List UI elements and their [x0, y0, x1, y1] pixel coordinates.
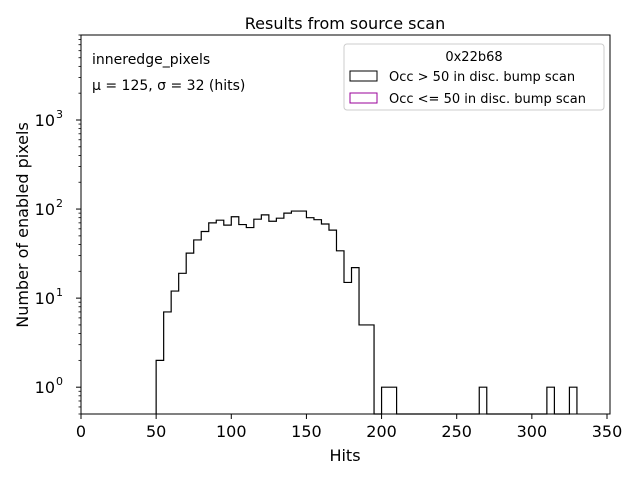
x-tick-label: 100	[216, 422, 247, 441]
legend: 0x22b68 Occ > 50 in disc. bump scan Occ …	[343, 43, 605, 111]
x-tick-label: 350	[592, 422, 623, 441]
x-tick-label: 200	[366, 422, 397, 441]
y-tick-exponent: 3	[56, 108, 63, 121]
y-tick-label: 10	[35, 111, 55, 130]
legend-title: 0x22b68	[445, 50, 502, 65]
x-tick-label: 50	[146, 422, 166, 441]
y-tick-label: 10	[35, 200, 55, 219]
legend-entry-occ-le-50: Occ <= 50 in disc. bump scan	[389, 92, 586, 107]
y-tick-exponent: 1	[56, 286, 63, 299]
y-tick-exponent: 2	[56, 197, 63, 210]
y-axis-label: Number of enabled pixels	[13, 122, 32, 328]
chart-title: Results from source scan	[245, 14, 445, 33]
histogram-series-occ-gt-50	[155, 210, 578, 415]
y-tick-label: 10	[35, 378, 55, 397]
x-tick-label: 300	[517, 422, 548, 441]
annotation-stats: μ = 125, σ = 32 (hits)	[92, 78, 245, 94]
y-tick-label: 10	[35, 289, 55, 308]
legend-swatch-occ-gt-50	[349, 70, 378, 82]
legend-entry-occ-gt-50: Occ > 50 in disc. bump scan	[389, 70, 575, 85]
y-tick-exponent: 0	[56, 375, 63, 388]
x-axis-label: Hits	[329, 446, 360, 465]
annotation-name: inneredge_pixels	[92, 52, 210, 68]
histogram-step-line	[155, 210, 578, 415]
legend-frame	[343, 43, 605, 111]
x-tick-label: 150	[291, 422, 322, 441]
x-axis-ticks: 0 50 100 150 200 250 300 350	[76, 414, 622, 441]
x-tick-label: 250	[441, 422, 472, 441]
x-tick-label: 0	[76, 422, 86, 441]
plot-frame	[80, 34, 611, 415]
legend-swatch-occ-le-50	[349, 92, 378, 104]
